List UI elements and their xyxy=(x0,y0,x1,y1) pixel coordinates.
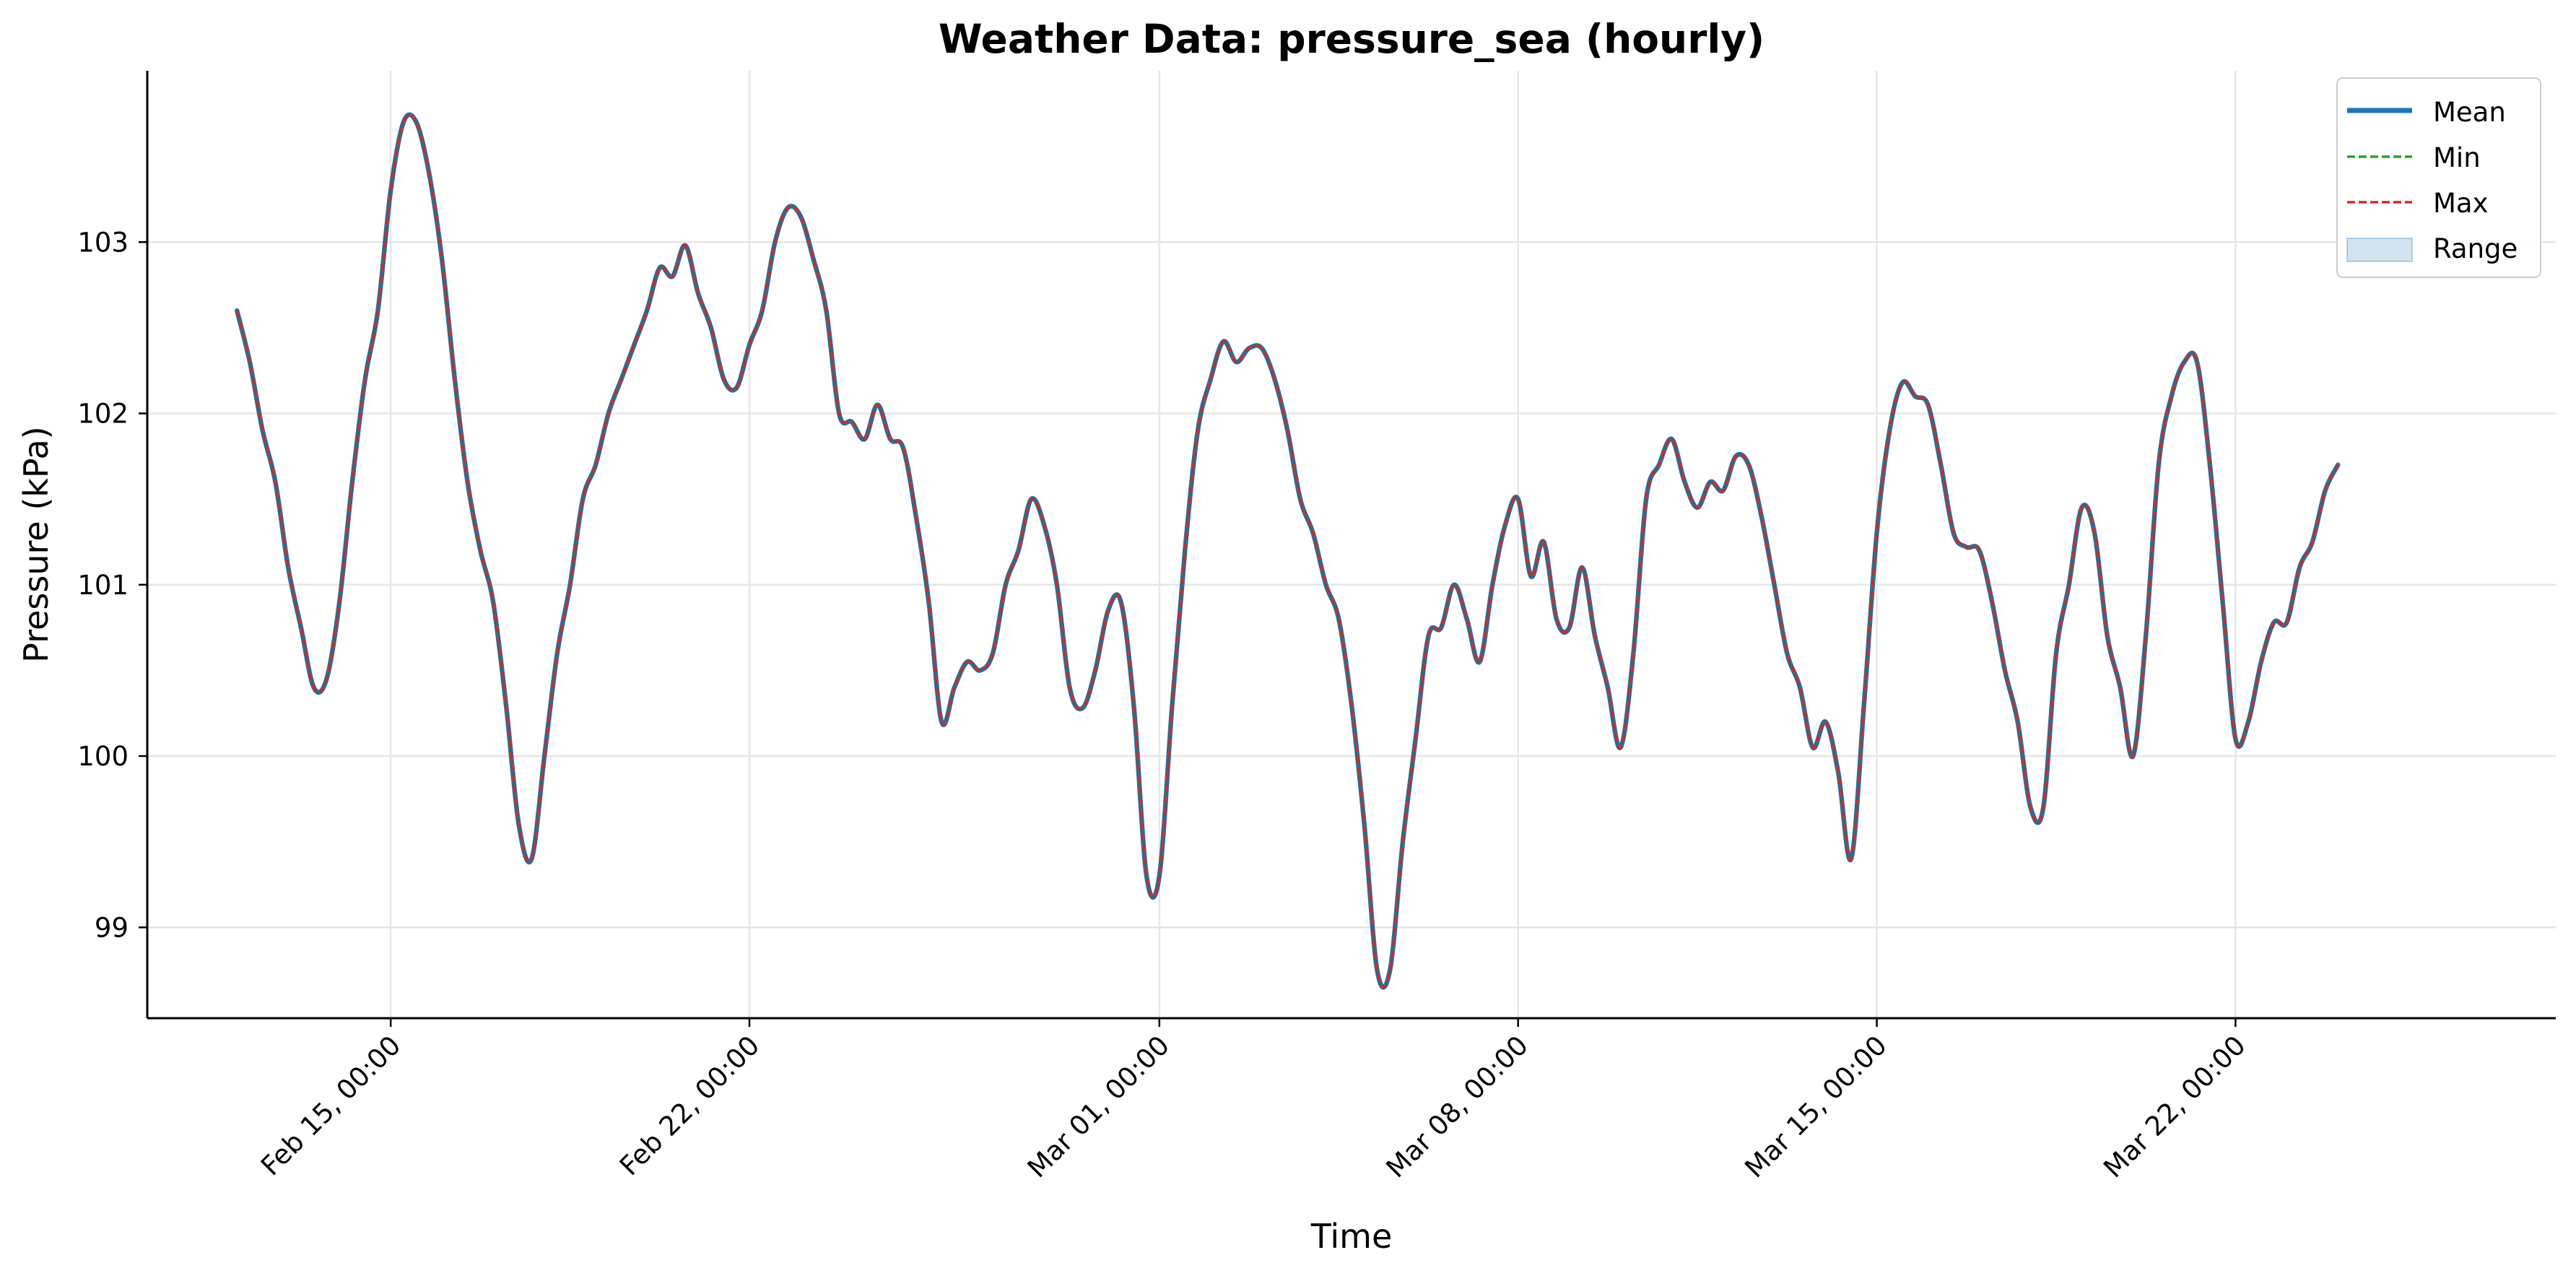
y-tick-label: 102 xyxy=(77,399,129,430)
y-tick-label: 100 xyxy=(77,741,129,772)
y-tick-label: 101 xyxy=(77,570,129,601)
legend-mean-label: Mean xyxy=(2433,97,2506,128)
grid xyxy=(147,71,2556,1018)
series-lines xyxy=(234,112,2341,990)
y-tick-label: 103 xyxy=(77,227,129,258)
legend-range-label: Range xyxy=(2433,233,2518,264)
legend-min-label: Min xyxy=(2433,142,2481,173)
y-tick-label: 99 xyxy=(95,912,129,943)
chart-title: Weather Data: pressure_sea (hourly) xyxy=(939,16,1765,62)
x-axis-label: Time xyxy=(1310,1217,1393,1256)
series-max-line xyxy=(235,113,2339,989)
axes xyxy=(146,71,2556,1020)
legend: Mean Min Max Range xyxy=(2336,77,2541,278)
legend-max-label: Max xyxy=(2433,188,2489,219)
y-ticks: 99 100 101 102 103 xyxy=(77,227,147,943)
y-axis-label: Pressure (kPa) xyxy=(17,426,56,662)
legend-frame xyxy=(2336,77,2541,278)
legend-range-swatch xyxy=(2346,238,2413,262)
